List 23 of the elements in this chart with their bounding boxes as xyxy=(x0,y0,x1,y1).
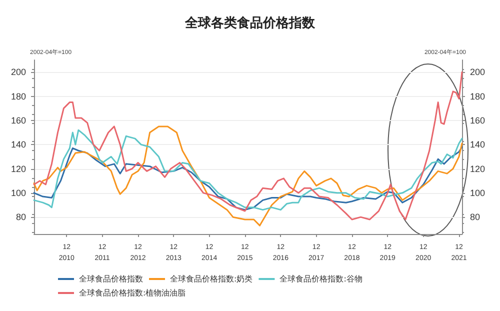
line-series xyxy=(33,71,463,220)
y2-tick-label: 180 xyxy=(470,91,486,102)
y-tick-label: 180 xyxy=(10,91,26,102)
line-series xyxy=(33,126,463,226)
y2-tick-label: 80 xyxy=(470,212,480,222)
y-tick-label: 140 xyxy=(10,140,26,150)
legend-label: 全球食品价格指数 xyxy=(79,274,143,284)
line-series xyxy=(33,129,463,211)
legend-label: 全球食品价格指数:植物油油脂 xyxy=(79,288,186,298)
y-tick-label: 100 xyxy=(10,188,26,198)
y2-tick-label: 120 xyxy=(470,164,486,174)
y-tick-label: 80 xyxy=(16,212,26,222)
y2-tick-label: 100 xyxy=(470,188,486,198)
y2-tick-label: 140 xyxy=(470,140,486,150)
line-series xyxy=(33,146,463,211)
legend-label: 全球食品价格指数:谷物 xyxy=(280,274,362,284)
chart-title: 全球各类食品价格指数 xyxy=(184,15,316,31)
y-tick-label: 160 xyxy=(10,115,26,126)
y2-tick-label: 200 xyxy=(470,67,486,78)
y2-tick-label: 160 xyxy=(470,115,486,126)
y-tick-label: 200 xyxy=(10,67,26,78)
y-tick-label: 120 xyxy=(10,164,26,174)
legend-label: 全球食品价格指数:奶类 xyxy=(170,274,253,284)
